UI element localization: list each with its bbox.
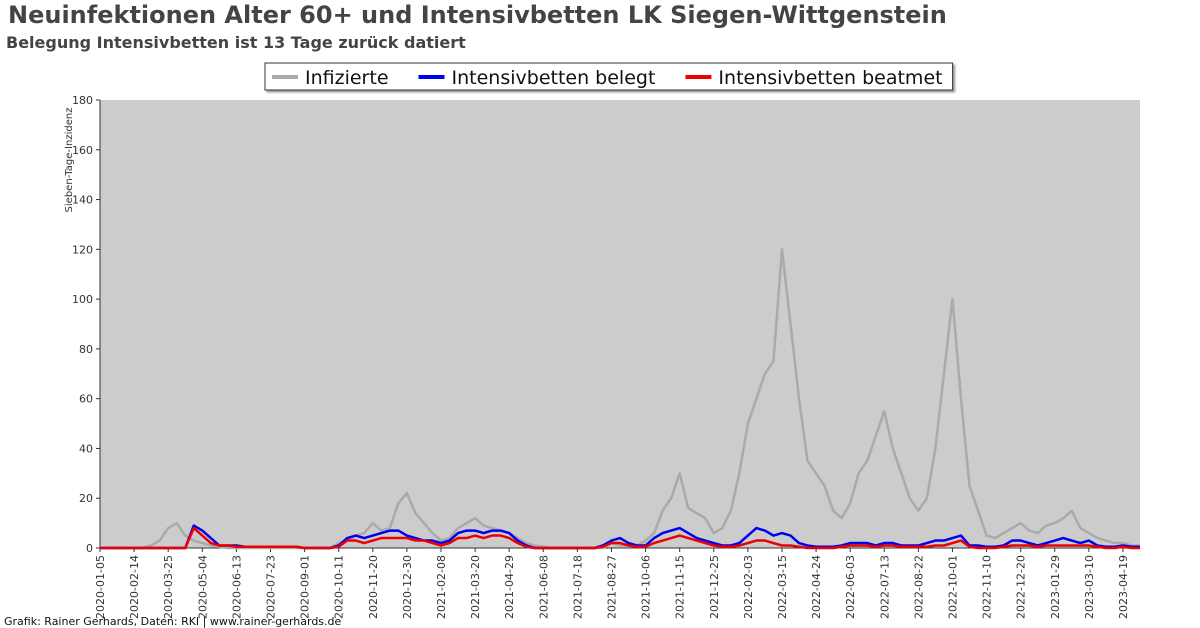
x-tick-label: 2020-10-11 xyxy=(333,555,346,619)
y-tick-label: 60 xyxy=(79,393,93,406)
y-tick-label: 120 xyxy=(72,243,93,256)
x-tick-label: 2022-10-01 xyxy=(946,555,959,619)
x-tick-label: 2020-06-13 xyxy=(230,555,243,619)
x-tick-label: 2022-12-20 xyxy=(1015,555,1028,619)
x-tick-label: 2021-06-08 xyxy=(537,555,550,619)
x-tick-label: 2021-02-08 xyxy=(435,555,448,619)
x-tick-label: 2021-07-18 xyxy=(571,555,584,619)
legend-box xyxy=(264,62,954,91)
x-tick-label: 2021-10-06 xyxy=(640,555,653,619)
x-tick-label: 2020-12-30 xyxy=(401,555,414,619)
legend-label: Intensivbetten belegt xyxy=(452,67,656,89)
y-tick-label: 140 xyxy=(72,194,93,207)
x-tick-label: 2020-05-04 xyxy=(196,555,209,619)
y-tick-label: 40 xyxy=(79,442,93,455)
y-tick-label: 0 xyxy=(86,542,93,555)
x-tick-label: 2022-11-10 xyxy=(981,555,994,619)
x-tick-label: 2022-07-13 xyxy=(878,555,891,619)
legend-label: Infizierte xyxy=(305,67,389,89)
x-tick-label: 2023-04-19 xyxy=(1117,555,1130,619)
x-tick-label: 2022-02-03 xyxy=(742,555,755,619)
x-tick-label: 2022-03-15 xyxy=(776,555,789,619)
plot-background xyxy=(100,100,1140,548)
y-tick-label: 20 xyxy=(79,492,93,505)
y-tick-label: 160 xyxy=(72,144,93,157)
y-tick-label: 180 xyxy=(72,94,93,107)
x-tick-label: 2020-03-25 xyxy=(162,555,175,619)
x-tick-label: 2020-11-20 xyxy=(367,555,380,619)
x-tick-label: 2020-01-05 xyxy=(94,555,107,619)
x-tick-label: 2021-08-27 xyxy=(605,555,618,619)
legend: Infizierte Intensivbetten belegt Intensivb… xyxy=(264,62,954,91)
x-tick-label: 2021-12-25 xyxy=(708,555,721,619)
x-tick-label: 2023-03-10 xyxy=(1083,555,1096,619)
x-tick-label: 2022-08-22 xyxy=(912,555,925,619)
y-axis-label: Sieben-Tage-Inzidenz xyxy=(64,108,75,213)
x-tick-label: 2021-11-15 xyxy=(674,555,687,619)
series-line xyxy=(100,526,1140,550)
x-tick-label: 2020-07-23 xyxy=(264,555,277,619)
x-tick-label: 2022-06-03 xyxy=(844,555,857,619)
x-tick-label: 2021-04-29 xyxy=(503,555,516,619)
x-tick-label: 2020-02-14 xyxy=(128,555,141,619)
chart-title: Neuinfektionen Alter 60+ und Intensivbet… xyxy=(8,1,947,29)
x-tick-label: 2022-04-24 xyxy=(810,555,823,619)
legend-label: Intensivbetten beatmet xyxy=(718,67,942,89)
y-tick-label: 100 xyxy=(72,293,93,306)
x-tick-label: 2021-03-20 xyxy=(469,555,482,619)
chart-subtitle: Belegung Intensivbetten ist 13 Tage zurü… xyxy=(6,33,466,52)
footer: Grafik: Rainer Gerhards, Daten: RKI | ww… xyxy=(4,615,342,628)
x-tick-label: 2023-01-29 xyxy=(1049,555,1062,619)
x-tick-label: 2020-09-01 xyxy=(299,555,312,619)
y-tick-label: 80 xyxy=(79,343,93,356)
